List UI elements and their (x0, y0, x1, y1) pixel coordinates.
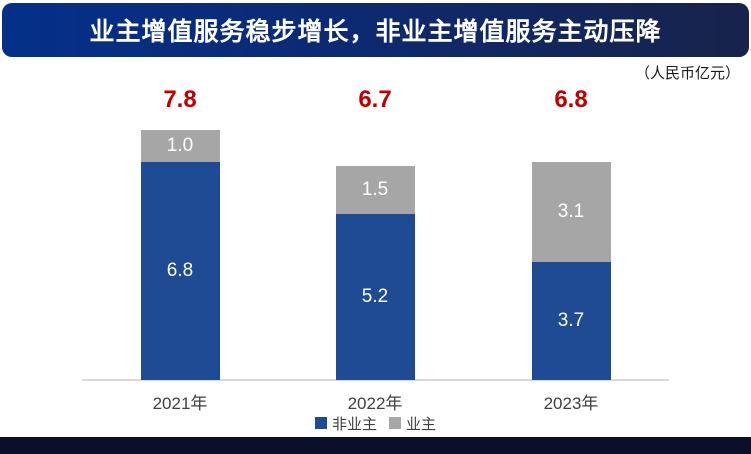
total-label: 7.8 (163, 86, 197, 113)
bottom-accent-strip (0, 437, 751, 454)
bar-segment-owner: 3.1 (531, 162, 611, 262)
legend-label: 非业主 (331, 415, 377, 433)
chart-legend: 非业主 业主 (0, 413, 751, 434)
legend-swatch-icon (314, 417, 327, 429)
bar-segment-nonowner: 3.7 (531, 261, 611, 380)
title-banner: 业主增值服务稳步增长，非业主增值服务主动压降 (2, 3, 749, 57)
bar-segment-nonowner: 6.8 (140, 162, 220, 380)
x-axis-label: 2022年 (347, 394, 403, 413)
legend-label: 业主 (406, 415, 437, 433)
bar-segment-owner: 1.0 (140, 130, 220, 163)
total-label: 6.7 (358, 86, 392, 113)
x-axis-line (82, 379, 669, 381)
unit-note: （人民币亿元） (634, 65, 740, 82)
bar-segment-nonowner: 5.2 (335, 213, 415, 380)
legend-swatch-icon (389, 417, 401, 429)
x-axis-label: 2023年 (543, 394, 599, 413)
page-title: 业主增值服务稳步增长，非业主增值服务主动压降 (89, 18, 662, 46)
total-label: 6.8 (554, 86, 588, 113)
x-axis-label: 2021年 (152, 394, 208, 413)
legend-item: 业主 (389, 413, 436, 434)
legend-item: 非业主 (314, 413, 377, 434)
bar-segment-owner: 1.5 (335, 165, 415, 214)
